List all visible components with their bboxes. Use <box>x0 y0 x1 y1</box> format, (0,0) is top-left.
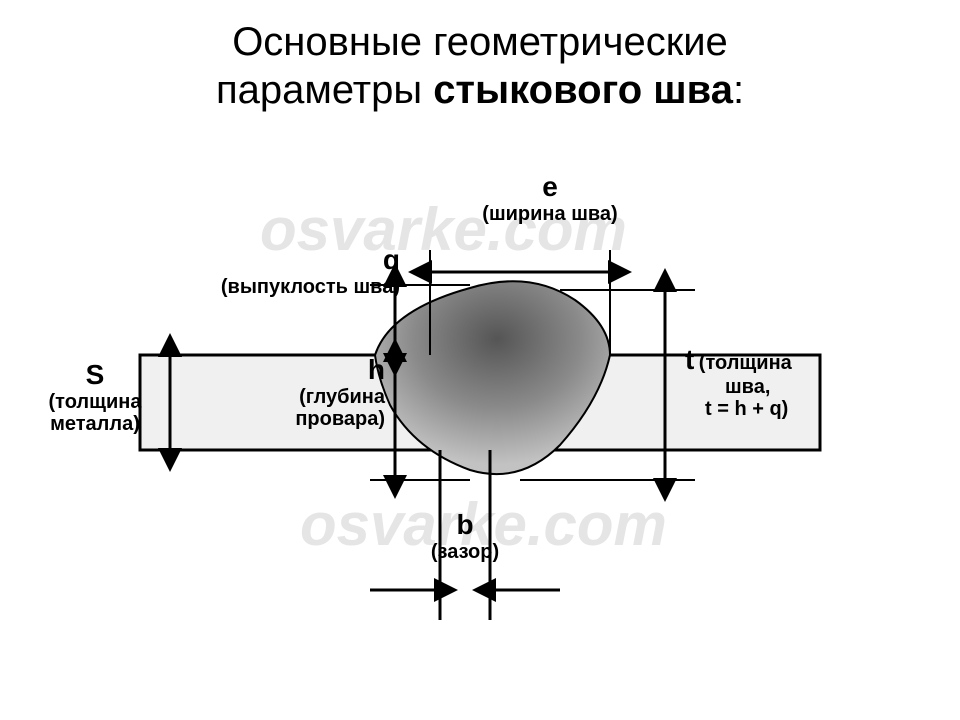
label-b-sub: (зазор) <box>431 541 499 563</box>
label-h: h (глубина провара) <box>245 355 385 430</box>
label-t-sub3: t = h + q) <box>705 398 788 420</box>
label-t-sub2: шва, <box>725 376 770 398</box>
label-h-sub1: (глубина <box>299 386 385 408</box>
page-title: Основные геометрические параметры стыков… <box>0 0 960 114</box>
title-line2-prefix: параметры <box>216 68 433 112</box>
label-s: S (толщина металла) <box>35 360 155 435</box>
title-line1: Основные геометрические <box>232 20 728 64</box>
label-t: t (толщина шва, t = h + q) <box>685 345 865 420</box>
label-b: b (зазор) <box>410 510 520 563</box>
weld-diagram: e (ширина шва) q (выпуклость шва) h (глу… <box>0 150 960 670</box>
title-line2-suffix: : <box>733 68 744 112</box>
label-h-sym: h <box>368 354 385 385</box>
label-s-sym: S <box>86 359 105 390</box>
label-s-sub2: металла) <box>50 413 140 435</box>
label-q-sub: (выпуклость шва) <box>221 276 400 298</box>
label-e: e (ширина шва) <box>480 172 620 225</box>
title-line2-bold: стыкового шва <box>433 68 733 112</box>
label-h-sub2: провара) <box>295 408 385 430</box>
label-e-sub: (ширина шва) <box>482 203 617 225</box>
label-q: q (выпуклость шва) <box>190 245 400 298</box>
label-s-sub1: (толщина <box>49 391 142 413</box>
label-e-sym: e <box>542 171 558 202</box>
label-t-sub1: (толщина <box>699 352 792 374</box>
label-t-sym: t <box>685 344 694 375</box>
label-q-sym: q <box>383 244 400 275</box>
label-b-sym: b <box>456 509 473 540</box>
